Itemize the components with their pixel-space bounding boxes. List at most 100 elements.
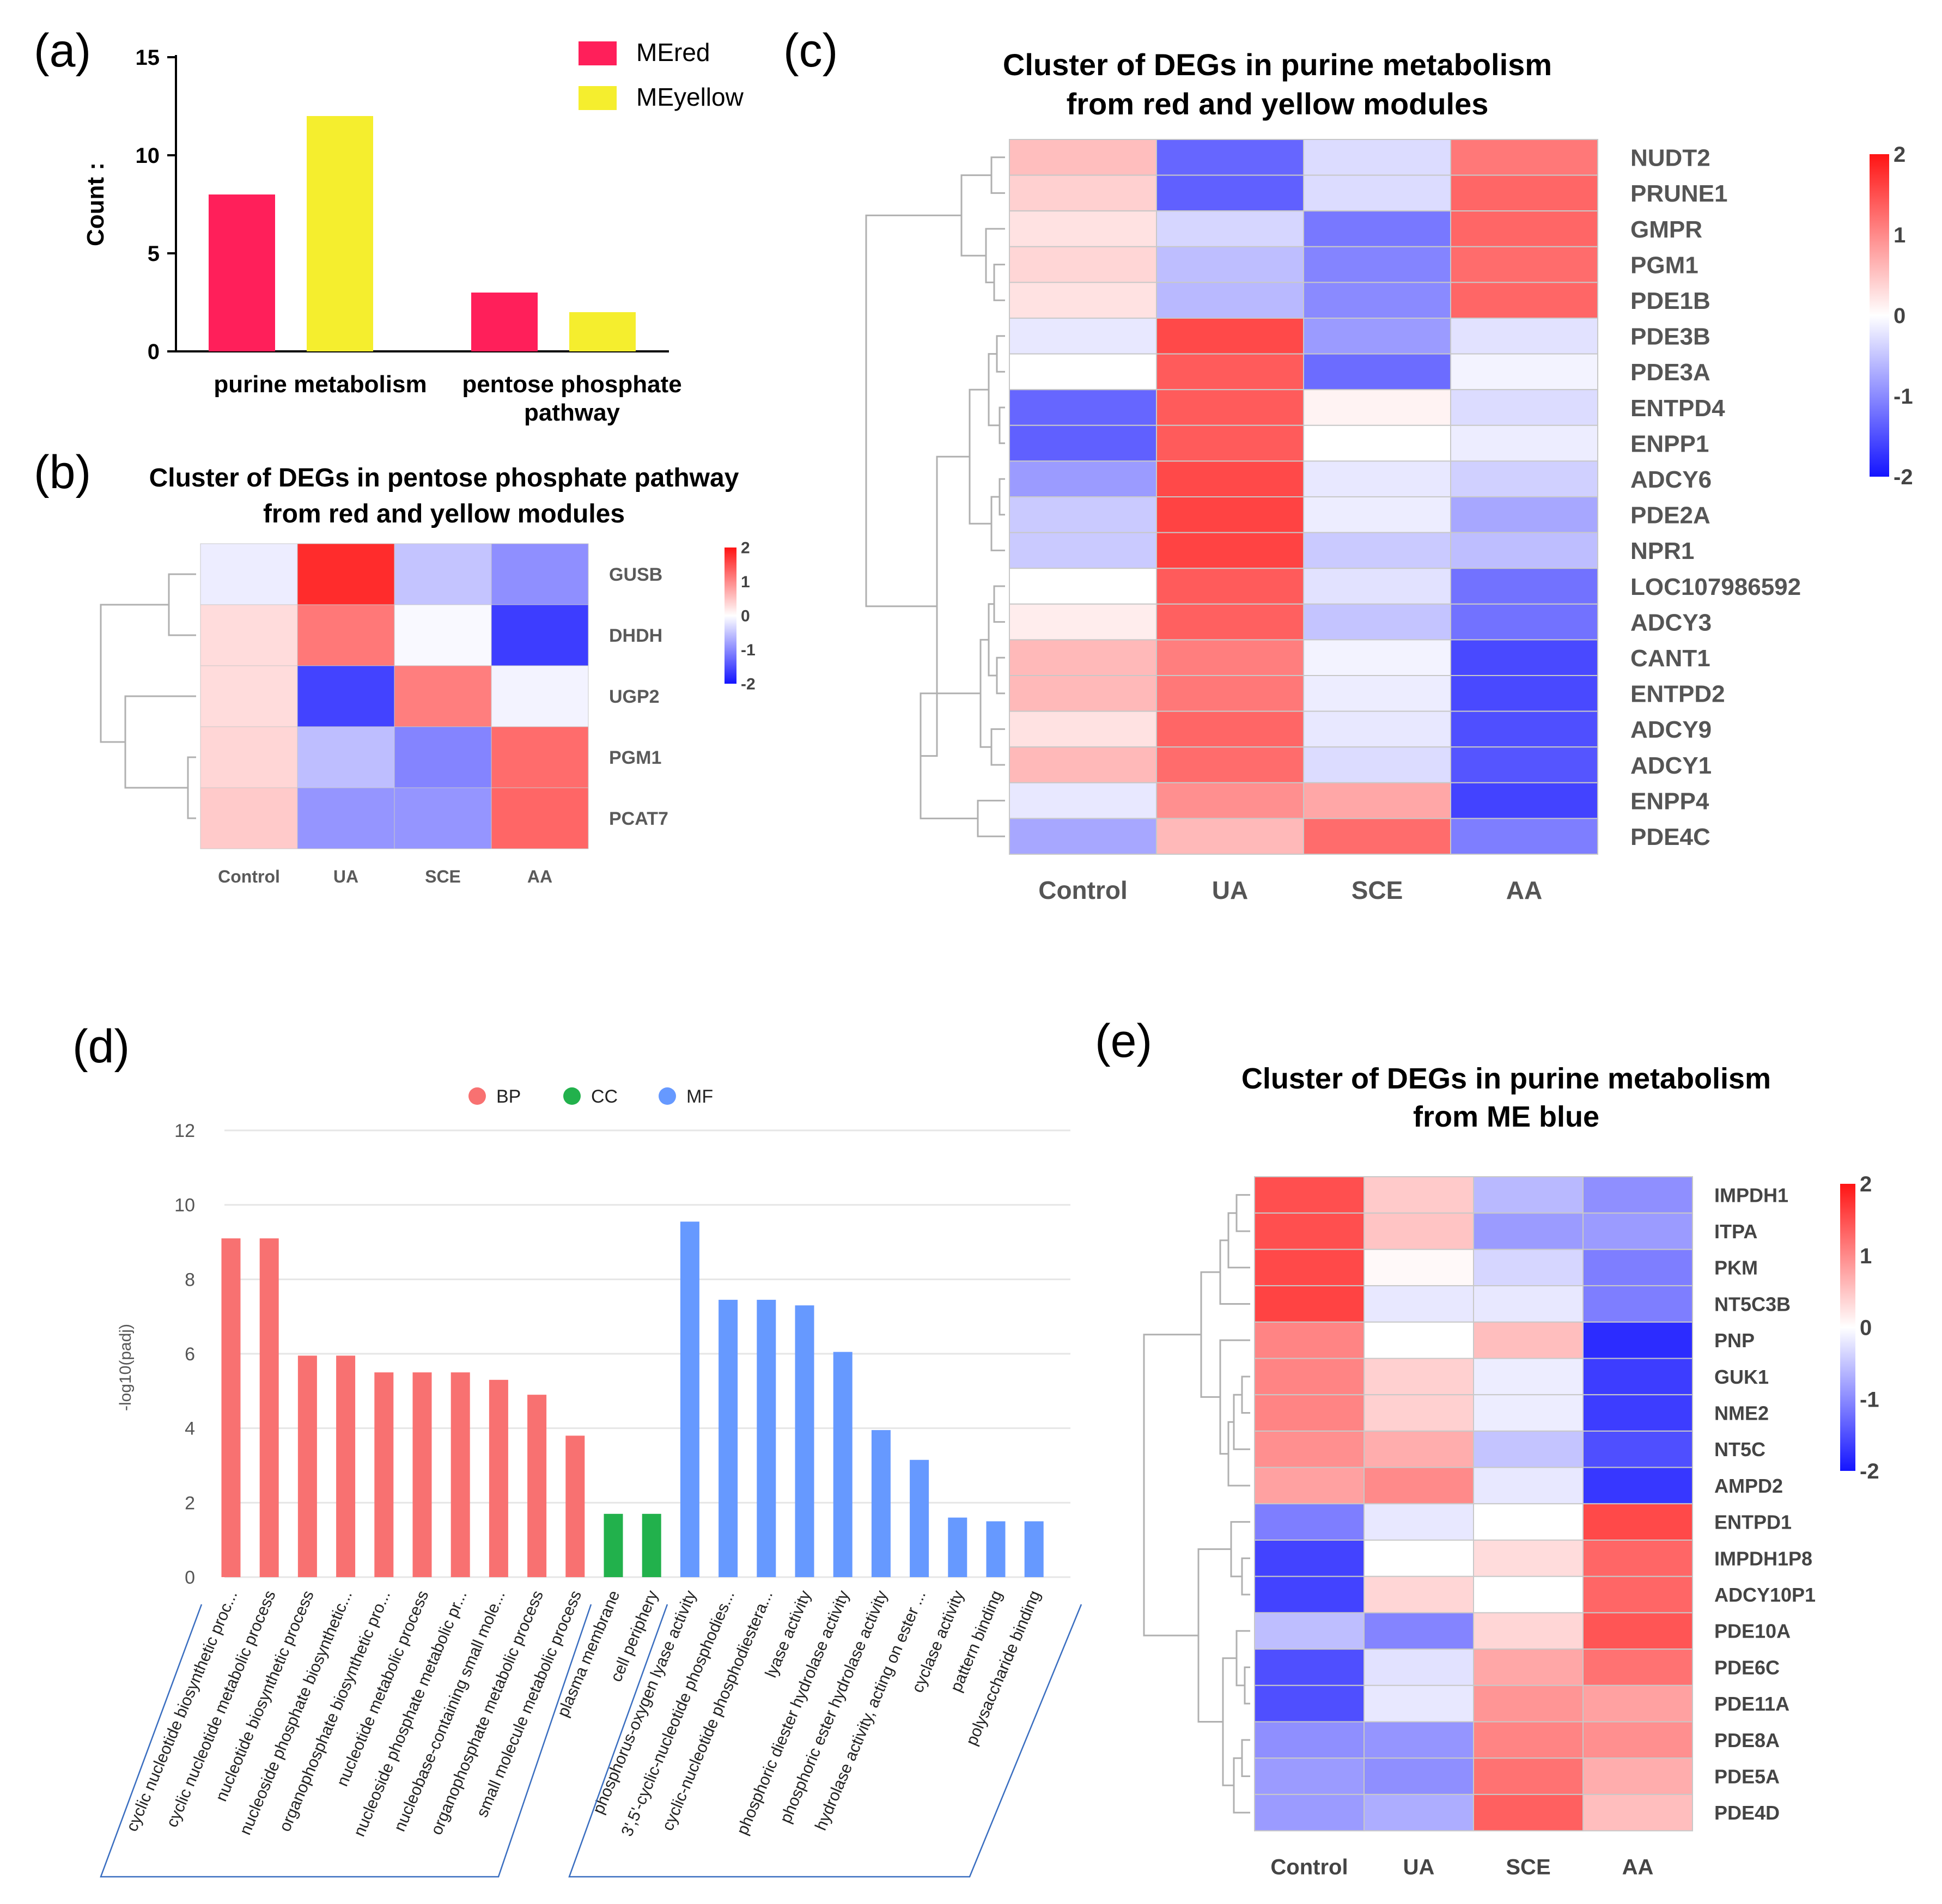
- heatmap-title: Cluster of DEGs in purine metabolism: [1241, 1062, 1771, 1095]
- bar: [642, 1513, 661, 1577]
- heatmap-cell: [1009, 282, 1157, 319]
- heatmap-title: from red and yellow modules: [1067, 87, 1489, 121]
- heatmap-cell: [1009, 496, 1157, 533]
- heatmap-cell: [1156, 353, 1304, 391]
- color-scale-tick: -1: [1894, 385, 1913, 409]
- heatmap-cell: [1450, 532, 1598, 569]
- bar: [565, 1435, 585, 1577]
- heatmap-cell: [1009, 675, 1157, 712]
- heatmap-cell: [1303, 568, 1451, 605]
- heatmap-cell: [1303, 353, 1451, 391]
- dendrogram-branch: [988, 603, 997, 677]
- dendrogram-branch: [999, 406, 1005, 445]
- dendrogram-branch: [979, 638, 991, 748]
- dendrogram-branch: [1200, 1271, 1220, 1398]
- dendrogram-branch: [1227, 1421, 1250, 1487]
- heatmap-cell: [1363, 1503, 1474, 1541]
- heatmap-cell: [1473, 1212, 1584, 1250]
- y-tick-label: 10: [136, 144, 160, 168]
- legend-label: MEred: [636, 38, 710, 66]
- heatmap-cell: [1009, 210, 1157, 247]
- heatmap-cell: [1156, 532, 1304, 569]
- heatmap-cell: [1009, 532, 1157, 569]
- heatmap-cell: [1156, 139, 1304, 176]
- dendrogram-branch: [990, 156, 1005, 194]
- bar: [1024, 1521, 1044, 1577]
- legend-swatch: [579, 41, 617, 65]
- bar: [833, 1352, 853, 1577]
- heatmap-cell: [1363, 1358, 1474, 1396]
- panel-label-c: (c): [783, 25, 838, 77]
- bar: [986, 1521, 1006, 1577]
- column-label: AA: [1622, 1856, 1654, 1879]
- row-label: PRUNE1: [1630, 180, 1728, 207]
- heatmap-cell: [1254, 1467, 1365, 1505]
- dendrogram-branch: [1227, 1212, 1250, 1269]
- heatmap-cell: [1473, 1430, 1584, 1468]
- row-label: ADCY1: [1630, 752, 1712, 779]
- bar: [795, 1305, 814, 1577]
- row-label: UGP2: [609, 686, 660, 707]
- heatmap-cell: [1450, 639, 1598, 677]
- heatmap-cell: [200, 604, 298, 666]
- heatmap-cell: [1303, 782, 1451, 819]
- color-scale-bar: [1870, 154, 1889, 477]
- heatmap-cell: [394, 787, 492, 849]
- bar: [719, 1299, 738, 1577]
- y-tick-label: 6: [185, 1344, 195, 1365]
- bar: [259, 1238, 279, 1577]
- heatmap-cell: [1303, 139, 1451, 176]
- legend-marker: [659, 1087, 676, 1105]
- column-label: SCE: [1352, 876, 1403, 904]
- heatmap-cell: [1303, 460, 1451, 498]
- heatmap-cell: [1156, 568, 1304, 605]
- heatmap-cell: [1473, 1358, 1584, 1396]
- dendrogram-branch: [124, 695, 196, 789]
- panel-e-heatmap: Cluster of DEGs in purine metabolism from…: [1143, 1062, 1879, 1879]
- heatmap-cell: [1450, 496, 1598, 533]
- row-label: NUDT2: [1630, 145, 1710, 172]
- heatmap-cell: [1156, 318, 1304, 355]
- heatmap-cell: [394, 726, 492, 788]
- heatmap-cell: [1450, 818, 1598, 855]
- heatmap-cell: [297, 604, 395, 666]
- heatmap-cell: [1363, 1648, 1474, 1686]
- dendrogram-branch: [999, 478, 1005, 516]
- heatmap-cell: [1450, 139, 1598, 176]
- panel-c-heatmap: Cluster of DEGs in purine metabolism from…: [865, 47, 1913, 904]
- row-label: CANT1: [1630, 645, 1710, 672]
- heatmap-cell: [1450, 603, 1598, 641]
- y-tick-label: 5: [148, 242, 160, 266]
- heatmap-cell: [1582, 1721, 1693, 1759]
- row-label: IMPDH1P8: [1714, 1547, 1812, 1570]
- row-label: PDE2A: [1630, 502, 1710, 529]
- heatmap-cell: [1473, 1648, 1584, 1686]
- heatmap-cell: [1582, 1212, 1693, 1250]
- heatmap-cell: [1156, 675, 1304, 712]
- row-label: GUK1: [1714, 1366, 1769, 1388]
- panel-label-a: (a): [34, 25, 91, 77]
- heatmap-cell: [1009, 139, 1157, 176]
- heatmap-cell: [1363, 1249, 1474, 1287]
- heatmap-cell: [1254, 1285, 1365, 1323]
- bar: [297, 1355, 317, 1577]
- heatmap-cell: [1582, 1757, 1693, 1795]
- legend-marker: [468, 1087, 486, 1105]
- y-tick-label: 0: [185, 1567, 195, 1588]
- heatmap-cell: [1582, 1321, 1693, 1359]
- heatmap-cell: [1582, 1430, 1693, 1468]
- legend-swatch: [579, 86, 617, 110]
- row-label: NPR1: [1630, 538, 1694, 564]
- legend-label: BP: [496, 1086, 521, 1107]
- panel-a-bar-chart: 0 5 10 15 Count : purine metabolism pentose ph…: [82, 38, 744, 426]
- row-label: ITPA: [1714, 1220, 1757, 1243]
- heatmap-cell: [1254, 1176, 1365, 1214]
- dendrogram-branch: [988, 353, 1000, 427]
- y-tick-label: 4: [185, 1419, 195, 1439]
- bar: [307, 116, 373, 351]
- color-scale-tick: 0: [1860, 1316, 1872, 1340]
- heatmap-cell: [1473, 1757, 1584, 1795]
- heatmap-cell: [1473, 1285, 1584, 1323]
- row-label: NT5C3B: [1714, 1293, 1791, 1315]
- heatmap-cell: [1450, 568, 1598, 605]
